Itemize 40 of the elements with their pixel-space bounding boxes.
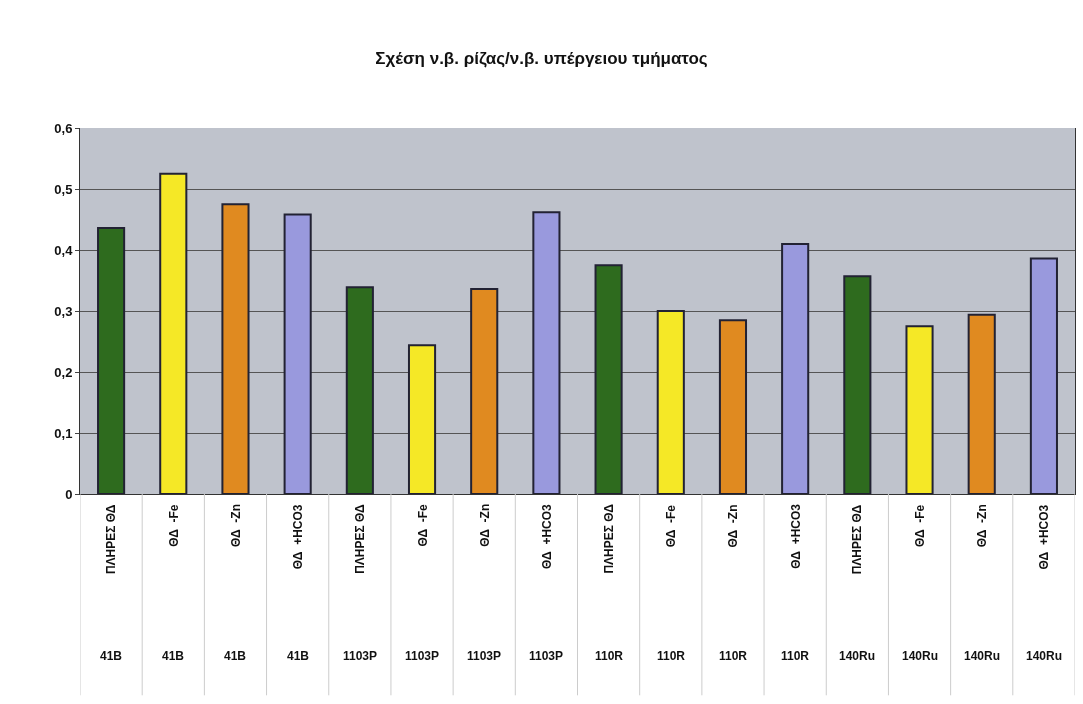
- bar: [967, 313, 996, 494]
- bar: [159, 172, 188, 494]
- y-tick-label: 0,6: [54, 120, 73, 136]
- bar: [843, 275, 872, 494]
- y-tick-label: 0,1: [54, 425, 73, 441]
- chart-title: Σχέση ν.β. ρίζας/ν.β. υπέργειου τμήματος: [375, 48, 708, 68]
- y-tick-label: 0,2: [54, 364, 73, 380]
- category-label: ΘΔ -Zn 41B: [224, 504, 247, 663]
- category-label: ΘΔ +HCO3 41B: [287, 504, 310, 663]
- category-label: ΘΔ -Fe 110R: [657, 504, 686, 663]
- category-label: ΠΛΗΡΕΣ ΘΔ 110R: [595, 504, 624, 663]
- bar: [470, 288, 499, 494]
- bar: [345, 286, 374, 494]
- bar: [283, 213, 312, 494]
- category-label: ΘΔ -Fe 1103P: [405, 504, 440, 663]
- bar: [594, 264, 623, 494]
- y-tick-label: 0,4: [54, 242, 74, 258]
- category-label: ΠΛΗΡΕΣ ΘΔ 41B: [100, 504, 123, 663]
- category-label: ΠΛΗΡΕΣ ΘΔ 1103P: [343, 504, 378, 663]
- category-label: ΘΔ -Zn 110R: [719, 504, 748, 663]
- category-label: ΘΔ +HCO3 1103P: [529, 504, 564, 663]
- category-label: ΘΔ -Zn 1103P: [467, 503, 502, 663]
- bar: [905, 325, 934, 494]
- bar: [781, 242, 810, 494]
- category-label: ΘΔ +HCO3 110R: [781, 504, 810, 663]
- bar: [656, 310, 685, 494]
- bar: [718, 319, 748, 494]
- bar: [221, 203, 250, 494]
- y-tick-label: 0,3: [54, 303, 73, 319]
- category-label: ΘΔ -Fe 41B: [162, 504, 185, 663]
- bar: [97, 227, 126, 494]
- y-tick-label: 0,5: [54, 181, 73, 197]
- bar: [1029, 257, 1058, 494]
- y-tick-label: 0: [65, 486, 73, 502]
- category-label: ΘΔ -Zn 140Ru: [964, 504, 1001, 663]
- category-label: ΘΔ -Fe 140Ru: [902, 504, 939, 663]
- category-label: ΠΛΗΡΕΣ ΘΔ 140Ru: [839, 504, 876, 663]
- bar: [532, 211, 561, 494]
- bar: [407, 344, 437, 494]
- category-label: ΘΔ +HCO3 140Ru: [1026, 504, 1063, 663]
